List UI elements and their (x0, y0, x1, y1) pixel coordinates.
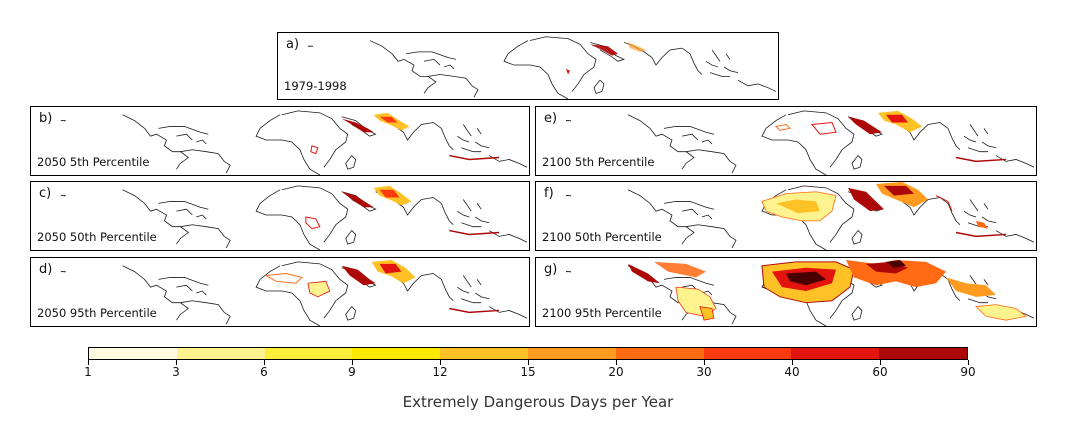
colorbar-tick (879, 360, 881, 365)
colorbar-segment (176, 348, 265, 359)
colorbar-tick (439, 360, 441, 365)
heat-overlay-e (774, 110, 1007, 163)
colorbar-segment (352, 348, 441, 359)
map-e-svg (536, 107, 1036, 175)
colorbar-segment (615, 348, 704, 359)
panel-letter-f: f) (544, 186, 554, 201)
heat-overlay-d (264, 259, 500, 314)
map-a-svg (278, 33, 778, 99)
colorbar-tick-label: 40 (784, 365, 800, 379)
colorbar-segment (791, 348, 880, 359)
heat-overlay-f (761, 182, 1007, 238)
colorbar-tick (263, 360, 265, 365)
colorbar-title: Extremely Dangerous Days per Year (402, 393, 674, 411)
colorbar-tick (351, 360, 353, 365)
colorbar-tick (87, 360, 89, 365)
colorbar-tick-label: 15 (520, 365, 536, 379)
colorbar-tick (703, 360, 705, 365)
map-panel-c: c) 2050 50th Percentile (30, 181, 530, 251)
map-panel-e: e) 2100 5th Percentile (535, 106, 1037, 176)
panel-label-d: 2050 95th Percentile (37, 306, 157, 320)
panel-label-e: 2100 5th Percentile (542, 155, 655, 169)
colorbar (88, 347, 968, 360)
panel-letter-e: e) (544, 111, 558, 126)
panel-label-c: 2050 50th Percentile (37, 230, 157, 244)
map-c-svg (31, 182, 529, 250)
heat-overlay-a (566, 42, 646, 75)
panel-label-g: 2100 95th Percentile (542, 306, 662, 320)
map-b-svg (31, 107, 529, 175)
colorbar-segment (440, 348, 528, 359)
colorbar-tick (527, 360, 529, 365)
heat-overlay-c (305, 185, 500, 236)
map-panel-g: g) 2100 95th Percentile (535, 257, 1037, 327)
colorbar-tick-label: 20 (608, 365, 624, 379)
map-f-svg (536, 182, 1036, 250)
panel-letter-d: d) (39, 262, 53, 277)
map-panel-d: d) 2050 95th Percentile (30, 257, 530, 327)
colorbar-tick-label: 12 (432, 365, 448, 379)
colorbar-segment (703, 348, 792, 359)
colorbar-tick-label: 3 (172, 365, 180, 379)
colorbar-tick-label: 1 (84, 365, 92, 379)
colorbar-segment (264, 348, 353, 359)
colorbar-tick (615, 360, 617, 365)
panel-label-a: 1979-1998 (284, 79, 347, 93)
colorbar-tick-label: 9 (348, 365, 356, 379)
map-d-svg (31, 259, 529, 326)
panel-label-b: 2050 5th Percentile (37, 155, 150, 169)
colorbar-segment (89, 348, 177, 359)
colorbar-tick (175, 360, 177, 365)
colorbar-tick (967, 360, 969, 365)
map-panel-b: b) 2050 5th Percentile (30, 106, 530, 176)
heat-overlay-g (628, 259, 1027, 321)
panel-label-f: 2100 50th Percentile (542, 230, 662, 244)
colorbar-tick (791, 360, 793, 365)
panel-letter-b: b) (39, 111, 53, 126)
colorbar-tick-label: 6 (260, 365, 268, 379)
colorbar-segment (879, 348, 967, 359)
colorbar-segment (527, 348, 616, 359)
map-g-svg (536, 259, 1036, 326)
colorbar-tick-label: 90 (960, 365, 976, 379)
panel-letter-c: c) (39, 186, 52, 201)
panel-letter-g: g) (544, 262, 558, 277)
colorbar-tick-label: 60 (872, 365, 888, 379)
panel-letter-a: a) (286, 37, 300, 52)
heat-overlay-b (310, 112, 500, 161)
map-panel-f: f) 2100 50th Percentile (535, 181, 1037, 251)
colorbar-tick-label: 30 (696, 365, 712, 379)
map-panel-a: a) 1979-1998 (277, 32, 779, 100)
